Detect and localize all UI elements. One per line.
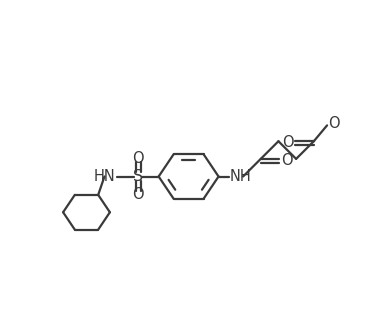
Text: O: O	[132, 187, 144, 202]
Text: O: O	[328, 116, 340, 131]
Text: NH: NH	[230, 169, 252, 184]
Text: HN: HN	[94, 169, 116, 184]
Text: S: S	[133, 169, 143, 184]
Text: O: O	[282, 135, 294, 150]
Text: O: O	[281, 153, 293, 168]
Text: O: O	[132, 151, 144, 166]
